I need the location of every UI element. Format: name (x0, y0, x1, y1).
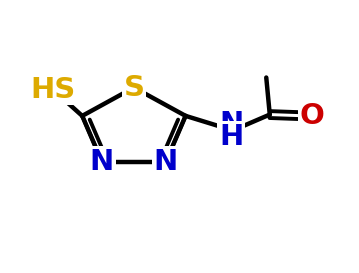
Text: N: N (90, 148, 114, 176)
Text: H: H (219, 123, 243, 151)
Text: S: S (123, 73, 144, 102)
Text: O: O (299, 102, 324, 130)
Text: HS: HS (30, 76, 75, 103)
Text: N: N (219, 110, 243, 138)
Text: N: N (154, 148, 178, 176)
